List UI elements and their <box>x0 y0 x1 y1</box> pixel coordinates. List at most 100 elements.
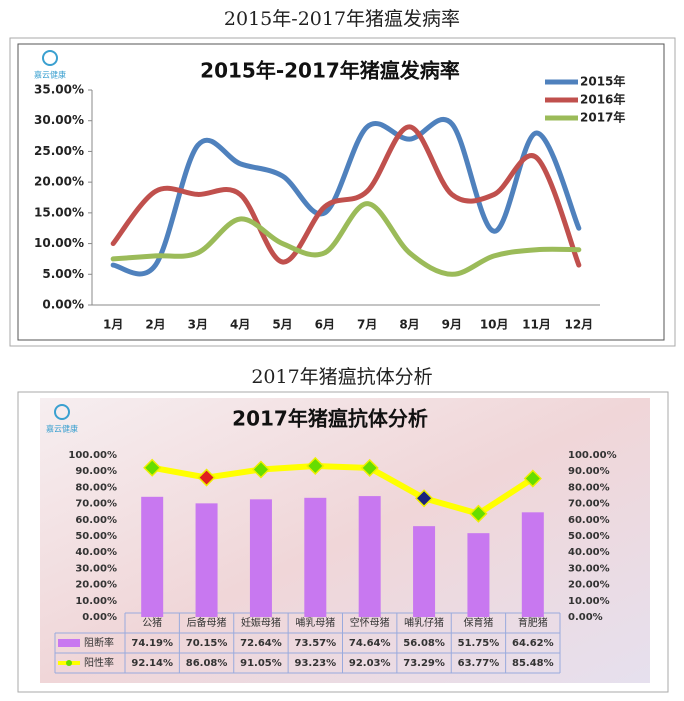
legend-marker <box>66 660 72 666</box>
marker <box>251 460 270 479</box>
data-label: 73.29% <box>403 658 445 669</box>
y-tick-label: 15.00% <box>34 205 84 219</box>
x-tick-label: 2月 <box>145 318 165 332</box>
y2-tick-label: 90.00% <box>568 466 610 477</box>
caption: 2015年-2017年猪瘟发病率 <box>224 8 460 30</box>
legend-label: 阻断率 <box>84 636 114 649</box>
legend-label: 2017年 <box>580 110 625 125</box>
legend-swatch <box>58 639 80 647</box>
legend-label: 2015年 <box>580 74 625 89</box>
x-tick-label: 9月 <box>442 318 462 332</box>
data-label: 72.64% <box>240 638 282 649</box>
x-tick-label: 10月 <box>480 318 509 332</box>
y-tick-label: 25.00% <box>34 144 84 158</box>
marker <box>306 456 325 476</box>
x-tick-label: 公猪 <box>142 617 162 629</box>
x-tick-label: 7月 <box>357 318 377 332</box>
x-tick-label: 8月 <box>399 318 419 332</box>
line-series <box>110 201 582 277</box>
y-tick-label: 5.00% <box>42 267 84 281</box>
logo-text: 嘉云健康 <box>34 70 66 80</box>
legend-label: 2016年 <box>580 92 625 107</box>
data-label: 91.05% <box>240 658 282 669</box>
marker <box>469 504 488 523</box>
x-tick-label: 4月 <box>230 318 250 332</box>
logo-text: 嘉云健康 <box>46 424 78 434</box>
y2-tick-label: 30.00% <box>568 563 610 574</box>
marker <box>197 468 216 487</box>
bar <box>141 496 164 617</box>
data-label: 92.03% <box>349 658 391 669</box>
x-tick-label: 5月 <box>272 318 292 332</box>
x-tick-label: 妊娠母猪 <box>241 616 281 629</box>
chart-title: 2017年猪瘟抗体分析 <box>232 407 428 431</box>
bar <box>521 512 544 617</box>
x-tick-label: 哺乳母猪 <box>295 616 335 629</box>
marker <box>415 489 434 508</box>
y-tick-label: 80.00% <box>75 482 117 493</box>
y2-tick-label: 10.00% <box>568 596 610 607</box>
logo <box>54 404 70 420</box>
y-tick-label: 20.00% <box>34 175 84 189</box>
y-tick-label: 30.00% <box>34 113 84 127</box>
marker <box>360 458 379 477</box>
y-tick-label: 100.00% <box>68 450 117 461</box>
y2-tick-label: 40.00% <box>568 547 610 558</box>
y-tick-label: 10.00% <box>75 596 117 607</box>
x-tick-label: 育肥猪 <box>518 616 548 629</box>
data-label: 86.08% <box>186 658 228 669</box>
y-tick-label: 35.00% <box>34 83 84 97</box>
bar <box>195 503 218 617</box>
data-label: 73.57% <box>294 638 336 649</box>
y2-tick-label: 70.00% <box>568 499 610 510</box>
bar <box>304 497 327 617</box>
y-tick-label: 20.00% <box>75 580 117 591</box>
data-label: 64.62% <box>512 638 554 649</box>
data-label: 51.75% <box>458 638 500 649</box>
y-tick-label: 0.00% <box>42 298 84 312</box>
y2-tick-label: 80.00% <box>568 482 610 493</box>
line-series <box>151 462 535 517</box>
x-tick-label: 12月 <box>564 318 593 332</box>
x-tick-label: 1月 <box>103 318 123 332</box>
x-tick-label: 保育猪 <box>463 616 493 629</box>
logo <box>42 50 58 66</box>
data-label: 74.64% <box>349 638 391 649</box>
chart-title: 2015年-2017年猪瘟发病率 <box>200 59 460 83</box>
data-label: 93.23% <box>294 658 336 669</box>
bar <box>413 526 436 617</box>
y-tick-label: 40.00% <box>75 547 117 558</box>
y-tick-label: 90.00% <box>75 466 117 477</box>
marker <box>523 469 542 488</box>
y2-tick-label: 100.00% <box>568 450 617 461</box>
data-label: 85.48% <box>512 658 554 669</box>
line-series <box>110 117 582 277</box>
line-series <box>110 124 582 268</box>
y-tick-label: 70.00% <box>75 499 117 510</box>
data-label: 92.14% <box>131 658 173 669</box>
y-tick-label: 10.00% <box>34 236 84 250</box>
x-tick-label: 后备母猪 <box>187 616 227 629</box>
y-tick-label: 60.00% <box>75 515 117 526</box>
x-tick-label: 11月 <box>522 318 551 332</box>
x-tick-label: 哺乳仔猪 <box>404 616 444 629</box>
y-tick-label: 30.00% <box>75 563 117 574</box>
legend-label: 阳性率 <box>84 656 114 669</box>
y2-tick-label: 20.00% <box>568 580 610 591</box>
data-label: 56.08% <box>403 638 445 649</box>
data-label: 74.19% <box>131 638 173 649</box>
y2-tick-label: 0.00% <box>568 612 603 623</box>
caption: 2017年猪瘟抗体分析 <box>251 366 432 388</box>
data-label: 70.15% <box>186 638 228 649</box>
bar <box>358 496 381 617</box>
data-label: 63.77% <box>458 658 500 669</box>
y-tick-label: 50.00% <box>75 531 117 542</box>
y-tick-label: 0.00% <box>82 612 117 623</box>
x-tick-label: 6月 <box>315 318 335 332</box>
x-tick-label: 空怀母猪 <box>350 616 390 629</box>
x-tick-label: 3月 <box>188 318 208 332</box>
y2-tick-label: 60.00% <box>568 515 610 526</box>
bar <box>249 499 272 617</box>
y2-tick-label: 50.00% <box>568 531 610 542</box>
marker <box>143 458 162 477</box>
